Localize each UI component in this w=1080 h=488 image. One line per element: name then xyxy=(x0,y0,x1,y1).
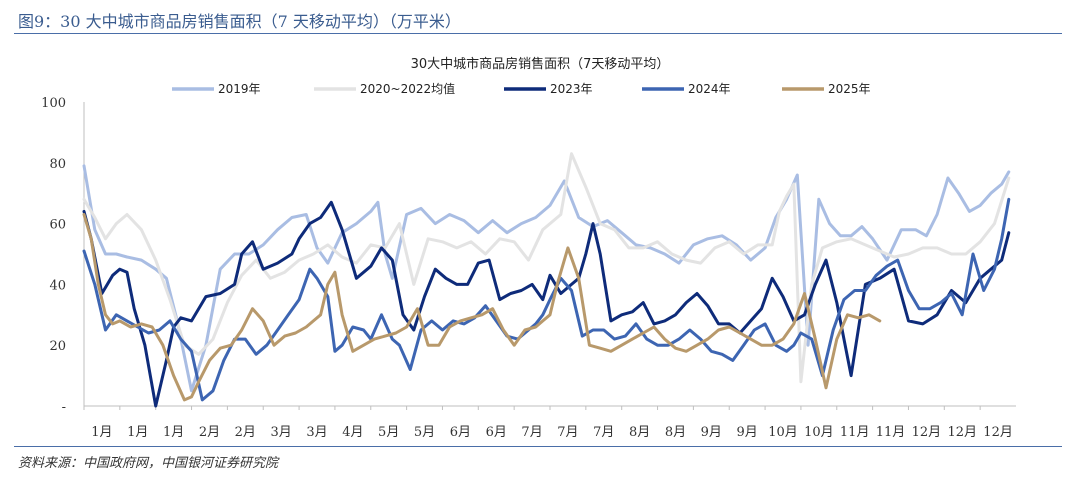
legend-label: 2024年 xyxy=(688,82,731,96)
legend-label: 2025年 xyxy=(828,82,871,96)
x-tick-label: 1月 xyxy=(127,425,148,440)
x-tick-label: 12月 xyxy=(947,425,977,440)
y-tick-label: 40 xyxy=(49,278,66,293)
x-tick-label: 10月 xyxy=(768,425,798,440)
series-line xyxy=(82,164,1011,393)
chart-axes: - 20 40 60 80 100 1月 1月 1月 2月 2月 3月 3月 4月 5月 5月 6月 6月 7月 7月… xyxy=(41,96,1016,440)
x-tick-label: 2月 xyxy=(199,425,220,440)
x-tick-label: 12月 xyxy=(983,425,1013,440)
x-tick-label: 9月 xyxy=(701,425,722,440)
x-tick-label: 1月 xyxy=(163,425,184,440)
x-tick-label: 1月 xyxy=(91,425,112,440)
legend-label: 2020~2022均值 xyxy=(360,81,455,96)
x-tick-label: 5月 xyxy=(378,425,399,440)
source-note: 资料来源：中国政府网，中国银河证券研究院 xyxy=(18,456,279,471)
chart-title: 30大中城市商品房销售面积（7天移动平均） xyxy=(411,56,670,72)
x-tick-label: 2月 xyxy=(235,425,256,440)
x-tick-label: 7月 xyxy=(557,425,578,440)
y-tick-label: 20 xyxy=(49,339,66,354)
x-tick-label: 7月 xyxy=(593,425,614,440)
line-chart: 30大中城市商品房销售面积（7天移动平均） 2019年 2020~2022均值 20… xyxy=(41,56,1016,440)
x-tick-label: 6月 xyxy=(486,425,507,440)
bottom-rule xyxy=(14,446,1062,447)
x-tick-label: 10月 xyxy=(804,425,834,440)
x-tick-label: 5月 xyxy=(414,425,435,440)
legend-label: 2023年 xyxy=(550,82,593,96)
y-tick-label: 60 xyxy=(49,218,66,233)
legend-label: 2019年 xyxy=(218,82,261,96)
series-line xyxy=(82,213,882,402)
y-tick-label: - xyxy=(62,400,66,415)
x-tick-label: 4月 xyxy=(342,425,363,440)
x-tick-label: 7月 xyxy=(521,425,542,440)
figure-title: 图9：30 大中城市商品房销售面积（7 天移动平均）（万平米） xyxy=(18,12,461,31)
series-line xyxy=(82,197,1011,402)
y-tick-label: 100 xyxy=(41,96,66,111)
x-tick-label: 12月 xyxy=(912,425,942,440)
x-tick-label: 9月 xyxy=(737,425,758,440)
top-rule xyxy=(14,33,1062,34)
x-tick-label: 8月 xyxy=(629,425,650,440)
x-tick-label: 3月 xyxy=(271,425,292,440)
x-tick-label: 3月 xyxy=(306,425,327,440)
x-tick-label: 11月 xyxy=(876,425,906,440)
series-line xyxy=(82,152,1011,384)
y-tick-label: 80 xyxy=(49,157,66,172)
chart-legend: 2019年 2020~2022均值 2023年 2024年 2025年 xyxy=(172,81,871,96)
chart-series-layer xyxy=(82,152,1011,408)
x-tick-label: 6月 xyxy=(450,425,471,440)
x-tick-label: 8月 xyxy=(665,425,686,440)
x-tick-label: 11月 xyxy=(840,425,870,440)
series-line xyxy=(82,200,1011,408)
